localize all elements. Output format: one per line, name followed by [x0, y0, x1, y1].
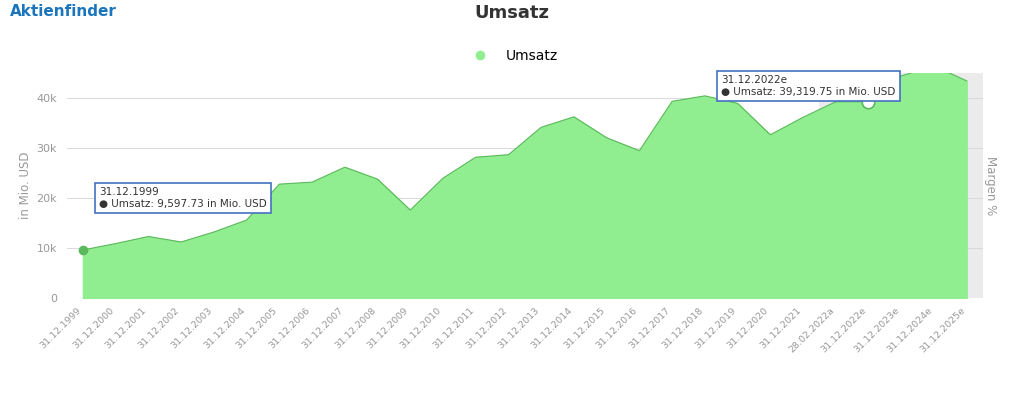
Text: 31.12.1999
● Umsatz: 9,597.73 in Mio. USD: 31.12.1999 ● Umsatz: 9,597.73 in Mio. US… [99, 187, 267, 209]
Text: Aktienfinder: Aktienfinder [10, 4, 117, 19]
Bar [819, 73, 983, 298]
Y-axis label: Margen %: Margen % [984, 156, 997, 215]
Text: 31.12.2022e
● Umsatz: 39,319.75 in Mio. USD: 31.12.2022e ● Umsatz: 39,319.75 in Mio. … [721, 75, 896, 97]
Legend: Umsatz: Umsatz [461, 44, 563, 69]
Y-axis label: in Mio. USD: in Mio. USD [19, 152, 32, 220]
Text: Umsatz: Umsatz [474, 4, 550, 22]
